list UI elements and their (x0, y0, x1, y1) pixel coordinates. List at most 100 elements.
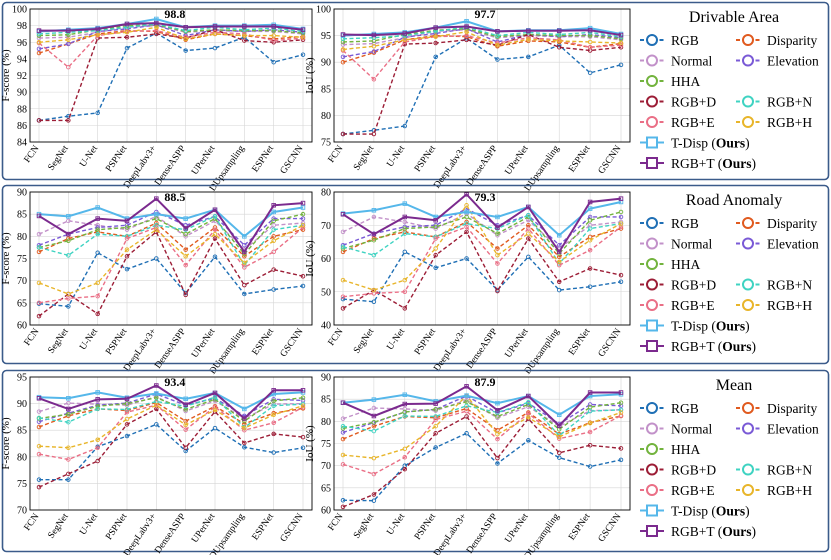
data-point-rgb-t (587, 28, 593, 33)
x-tick-label: GSCNN (279, 144, 306, 176)
data-point-rgb-n (495, 33, 500, 38)
data-point-rgb-e (36, 300, 42, 306)
data-point-rgb (124, 266, 130, 272)
data-point-rgb-t (495, 29, 500, 34)
panel-frame (1, 184, 830, 365)
data-point-elevation (402, 224, 408, 230)
data-point-rgb (464, 36, 469, 41)
legend-entry-rgb-e: RGB+E (640, 115, 715, 130)
x-tick-label: GSCNN (597, 327, 624, 359)
legend-marker-square (646, 340, 658, 352)
data-point-rgb-t (526, 28, 531, 34)
data-point-rgb (183, 290, 188, 296)
legend-entry-rgb-n: RGB+N (736, 95, 812, 110)
data-point-rgb-d (618, 45, 624, 50)
data-point-rgb-h (271, 33, 276, 38)
data-point-rgb-e (212, 227, 218, 232)
data-point-normal (371, 214, 377, 220)
series-line-hha (38, 213, 304, 256)
data-point-rgb-h (495, 431, 500, 437)
data-point-rgb-t (242, 249, 247, 255)
data-point-t-disp (300, 205, 306, 210)
legend: Drivable Area RGB Disparity Normal Elevation… (640, 9, 819, 171)
y-tick-label: 80 (17, 232, 27, 243)
data-point-t-disp (402, 392, 408, 397)
series-line-elevation (38, 211, 303, 247)
data-point-rgb-t (495, 408, 500, 413)
x-tick-label: PSPNet (104, 327, 129, 357)
data-point-rgb-h (66, 291, 71, 297)
series-line-rgb-h (342, 31, 622, 51)
data-point-rgb-e (124, 236, 130, 241)
series-rgb-t (36, 20, 306, 33)
data-point-rgb-n (271, 403, 276, 408)
data-point-rgb (66, 304, 71, 309)
legend-label: RGB (671, 401, 699, 416)
legend-label: RGB+T (Ours) (671, 524, 756, 539)
series-elevation (340, 206, 624, 248)
data-point-rgb-t (124, 21, 130, 27)
data-point-rgb-t (371, 413, 377, 419)
peak-value-label: 79.3 (475, 190, 496, 204)
series-line-normal (342, 29, 622, 46)
data-point-rgb-t (618, 196, 624, 201)
legend-entry-rgb-t: RGB+T (Ours) (640, 339, 756, 354)
legend-marker-circle (646, 116, 658, 128)
data-point-rgb-t (464, 24, 469, 29)
y-tick-label: 85 (321, 395, 331, 406)
data-point-rgb (66, 477, 71, 482)
data-point-rgb-e (340, 462, 346, 467)
data-point-normal (300, 220, 306, 226)
data-point-elevation (300, 216, 306, 221)
data-point-rgb (618, 457, 624, 463)
y-tick-label: 65 (321, 483, 331, 494)
data-point-rgb-t (556, 423, 562, 429)
x-tick-label: ESPNet (567, 512, 593, 543)
y-tick-label: 85 (17, 426, 27, 437)
data-point-rgb-d (95, 458, 100, 464)
series-line-rgb-n (342, 401, 622, 437)
data-point-normal (66, 218, 71, 224)
data-point-elevation (242, 242, 247, 248)
data-point-disparity (36, 249, 42, 255)
series-line-rgb (342, 432, 622, 502)
data-point-rgb (212, 425, 218, 431)
data-point-rgb-t (433, 401, 438, 406)
data-point-elevation (618, 214, 624, 220)
data-point-rgb-d (271, 40, 276, 45)
data-point-rgb-d (587, 443, 593, 448)
data-point-rgb-t (183, 402, 188, 407)
data-point-rgb (618, 62, 624, 68)
data-point-t-disp (587, 206, 593, 211)
data-point-rgb-h (433, 246, 438, 251)
data-point-rgb-n (371, 252, 377, 258)
y-tick-label: 92 (17, 71, 27, 82)
data-point-rgb (183, 48, 188, 53)
data-point-rgb-d (495, 288, 500, 294)
series-line-hha (38, 24, 304, 37)
data-point-disparity (271, 234, 276, 239)
data-point-rgb (433, 445, 438, 450)
legend-label: RGB+H (767, 115, 812, 130)
data-point-rgb (340, 296, 346, 302)
data-point-rgb-n (95, 231, 100, 237)
data-point-t-disp (495, 214, 500, 220)
data-point-rgb-t (271, 24, 276, 29)
legend-title: Drivable Area (689, 9, 779, 26)
data-point-rgb-e (464, 224, 469, 230)
legend-entry-rgb-n: RGB+N (736, 278, 812, 293)
x-tick-label: PSPNet (413, 512, 438, 542)
legend-marker-circle (646, 95, 658, 108)
data-point-rgb-n (464, 403, 469, 409)
data-point-rgb-t (154, 383, 159, 388)
data-point-rgb-d (587, 266, 593, 271)
legend-label: RGB+N (767, 278, 812, 293)
data-point-normal (36, 409, 42, 414)
x-tick-label: ESPNet (251, 144, 277, 175)
data-point-rgb-t (464, 192, 469, 197)
legend-label: Elevation (767, 422, 819, 437)
data-point-rgb-d (66, 118, 71, 123)
data-point-rgb-h (124, 416, 130, 422)
